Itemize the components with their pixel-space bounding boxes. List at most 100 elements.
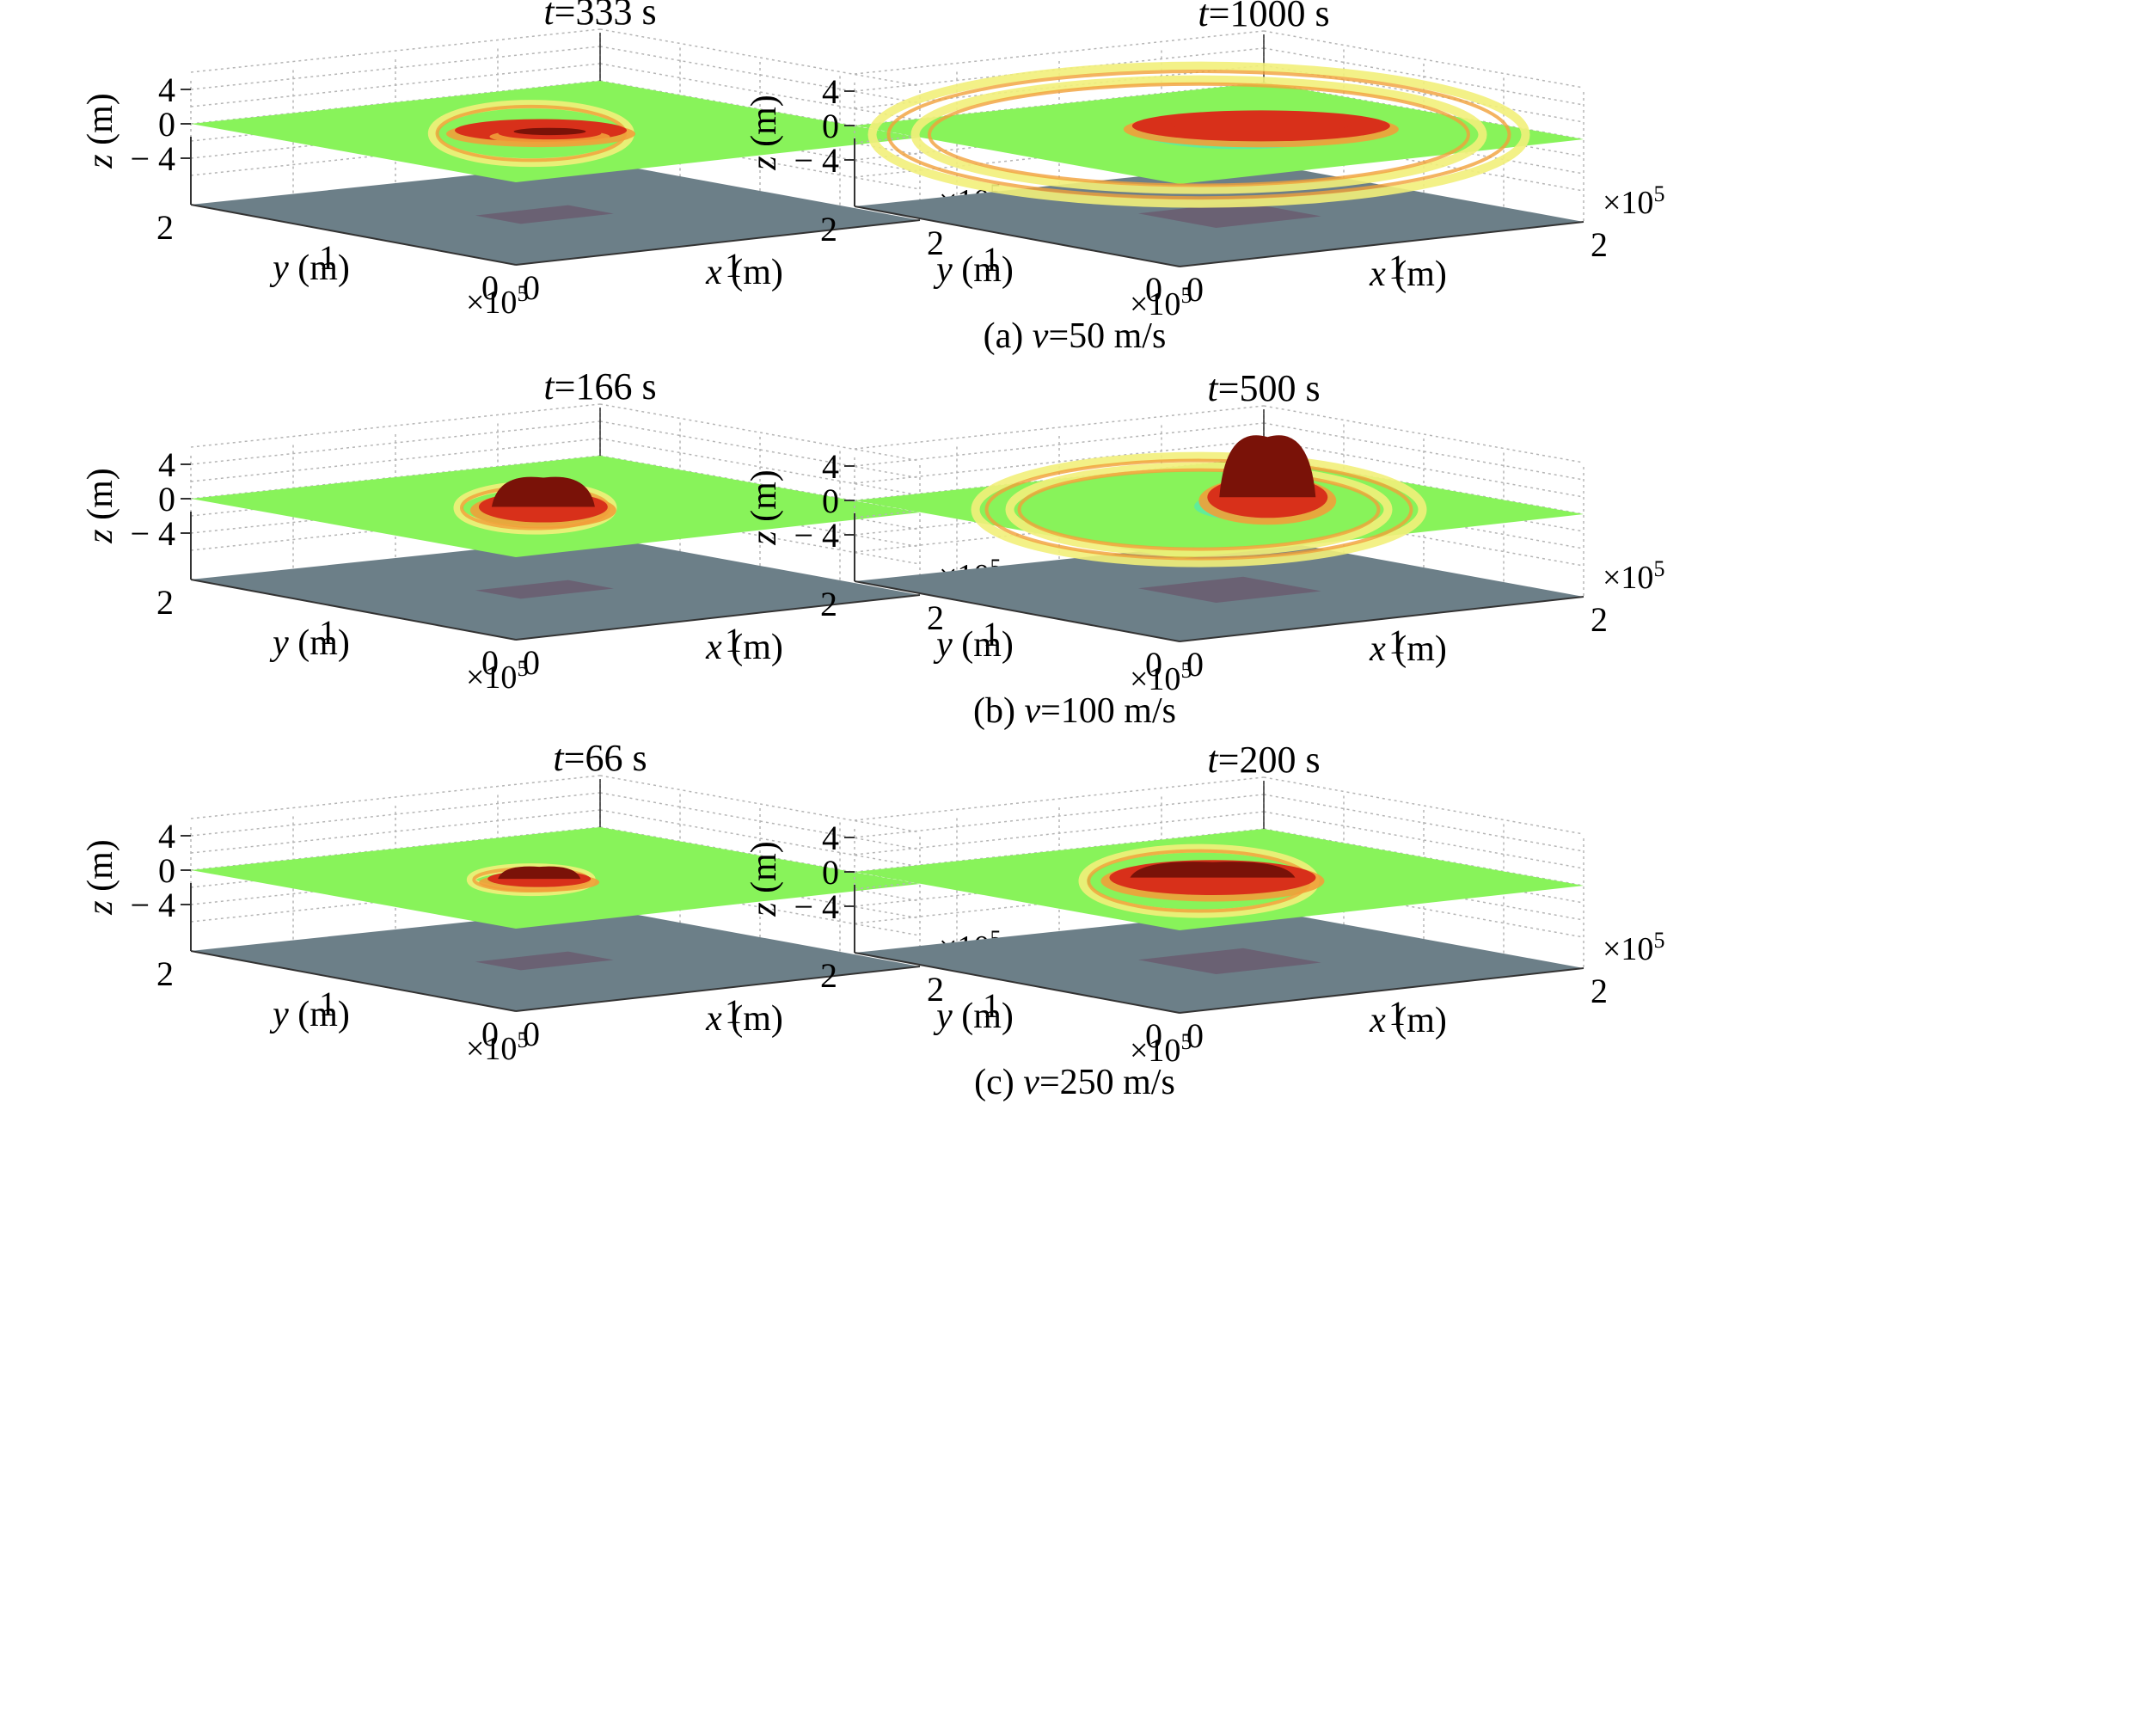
y-axis-line [190, 204, 517, 266]
y-axis-line [854, 952, 1180, 1014]
grid-line [1263, 405, 1584, 463]
x-axis-label: x (m) [705, 253, 783, 292]
z-tick-label: 4 [158, 817, 175, 856]
x-tick-label: 0 [1186, 645, 1204, 684]
wave-ring [1017, 468, 1381, 551]
x-axis-label: x (m) [1369, 255, 1447, 294]
y-axis-line [854, 205, 1180, 267]
x-axis-label: x (m) [705, 999, 783, 1039]
wave-ring [867, 61, 1530, 208]
panel-title: t=200 s [1207, 739, 1320, 781]
x-tick-label: 0 [523, 1015, 540, 1053]
x-tick-label: 1 [1388, 994, 1406, 1033]
y-tick-label: 0 [481, 268, 499, 307]
wave-hump [498, 866, 581, 880]
y-tick-label: 2 [156, 954, 174, 993]
axis-box [190, 512, 921, 641]
source-patch [1137, 201, 1321, 229]
y-axis-label: y (m) [933, 997, 1014, 1036]
x-axis-label: x (m) [1369, 629, 1447, 669]
x-scale-multiplier: ×105 [1603, 181, 1664, 221]
wave-features [466, 863, 600, 897]
y-tick-label: 1 [319, 238, 336, 277]
grid-line [854, 30, 1265, 75]
source-patch [475, 205, 614, 224]
z-axis-label: z (m) [745, 95, 784, 171]
wave-features [971, 435, 1427, 567]
axis-box [190, 137, 921, 266]
z-tick-label: 4 [158, 71, 175, 109]
wave-hump [1130, 862, 1296, 878]
y-axis-label: y (m) [269, 248, 350, 288]
z-tick-label: − 4 [130, 139, 175, 178]
y-tick-label: 1 [319, 985, 336, 1023]
wave-hump [491, 476, 595, 507]
x-tick-label: 1 [725, 992, 742, 1031]
y-tick-label: 2 [820, 210, 837, 248]
y-tick-label: 2 [820, 956, 837, 995]
source-patch [475, 580, 614, 599]
z-tick-label: − 4 [130, 514, 175, 553]
z-tick-label: − 4 [794, 887, 839, 926]
y-scale-multiplier: ×105 [466, 1027, 528, 1067]
y-tick-label: 1 [983, 986, 1000, 1025]
z-tick-label: − 4 [130, 886, 175, 924]
axis-box [190, 883, 921, 1012]
x-tick-label: 0 [523, 643, 540, 682]
wave-ring [928, 82, 1470, 187]
y-scale-multiplier: ×105 [466, 281, 528, 321]
panel-title: t=66 s [553, 737, 647, 779]
wave-hump [513, 127, 586, 136]
z-tick-label: 0 [158, 851, 175, 890]
x-tick-label: 2 [1591, 600, 1608, 639]
wave-hump [1170, 114, 1352, 133]
y-tick-label: 0 [481, 643, 499, 682]
y-tick-label: 1 [319, 613, 336, 652]
wave-ring [971, 451, 1427, 567]
grid-line [854, 776, 1265, 821]
row-caption: (a) v=50 m/s [984, 316, 1167, 356]
grid-line [1263, 776, 1584, 835]
source-patch [475, 951, 614, 971]
y-tick-label: 1 [983, 240, 1000, 279]
wave-ring [1005, 462, 1393, 557]
grid-line [599, 403, 921, 462]
panel-title: t=166 s [543, 365, 656, 408]
y-scale-multiplier: ×105 [1130, 658, 1192, 697]
y-tick-label: 2 [820, 585, 837, 623]
y-tick-label: 0 [1145, 270, 1162, 309]
x-tick-label: 1 [1388, 248, 1406, 286]
x-axis-line [1179, 967, 1584, 1014]
panel-title: t=500 s [1207, 367, 1320, 409]
grid-line [190, 28, 601, 73]
axis-box [854, 138, 1584, 267]
wave-features [427, 100, 636, 168]
y-tick-label: 0 [1145, 1016, 1162, 1055]
row-caption: (c) v=250 m/s [974, 1063, 1175, 1102]
grid-line [599, 28, 921, 87]
x-tick-label: 0 [1186, 270, 1204, 309]
x-axis-label: x (m) [705, 628, 783, 667]
wave-ring [886, 70, 1511, 200]
y-scale-multiplier: ×105 [466, 656, 528, 696]
z-tick-label: 0 [158, 105, 175, 144]
grid-line [599, 775, 921, 833]
x-scale-multiplier: ×105 [1603, 556, 1664, 596]
x-axis-line [1179, 596, 1584, 642]
x-scale-multiplier: ×105 [1603, 928, 1664, 967]
row-caption: (b) v=100 m/s [973, 691, 1176, 731]
x-tick-label: 1 [725, 621, 742, 659]
wave-ring [910, 75, 1487, 194]
x-axis-label: x (m) [1369, 1001, 1447, 1040]
z-tick-label: 4 [822, 72, 839, 111]
z-axis-label: z (m) [81, 839, 120, 916]
z-tick-label: 4 [158, 445, 175, 484]
z-tick-label: 0 [822, 482, 839, 520]
